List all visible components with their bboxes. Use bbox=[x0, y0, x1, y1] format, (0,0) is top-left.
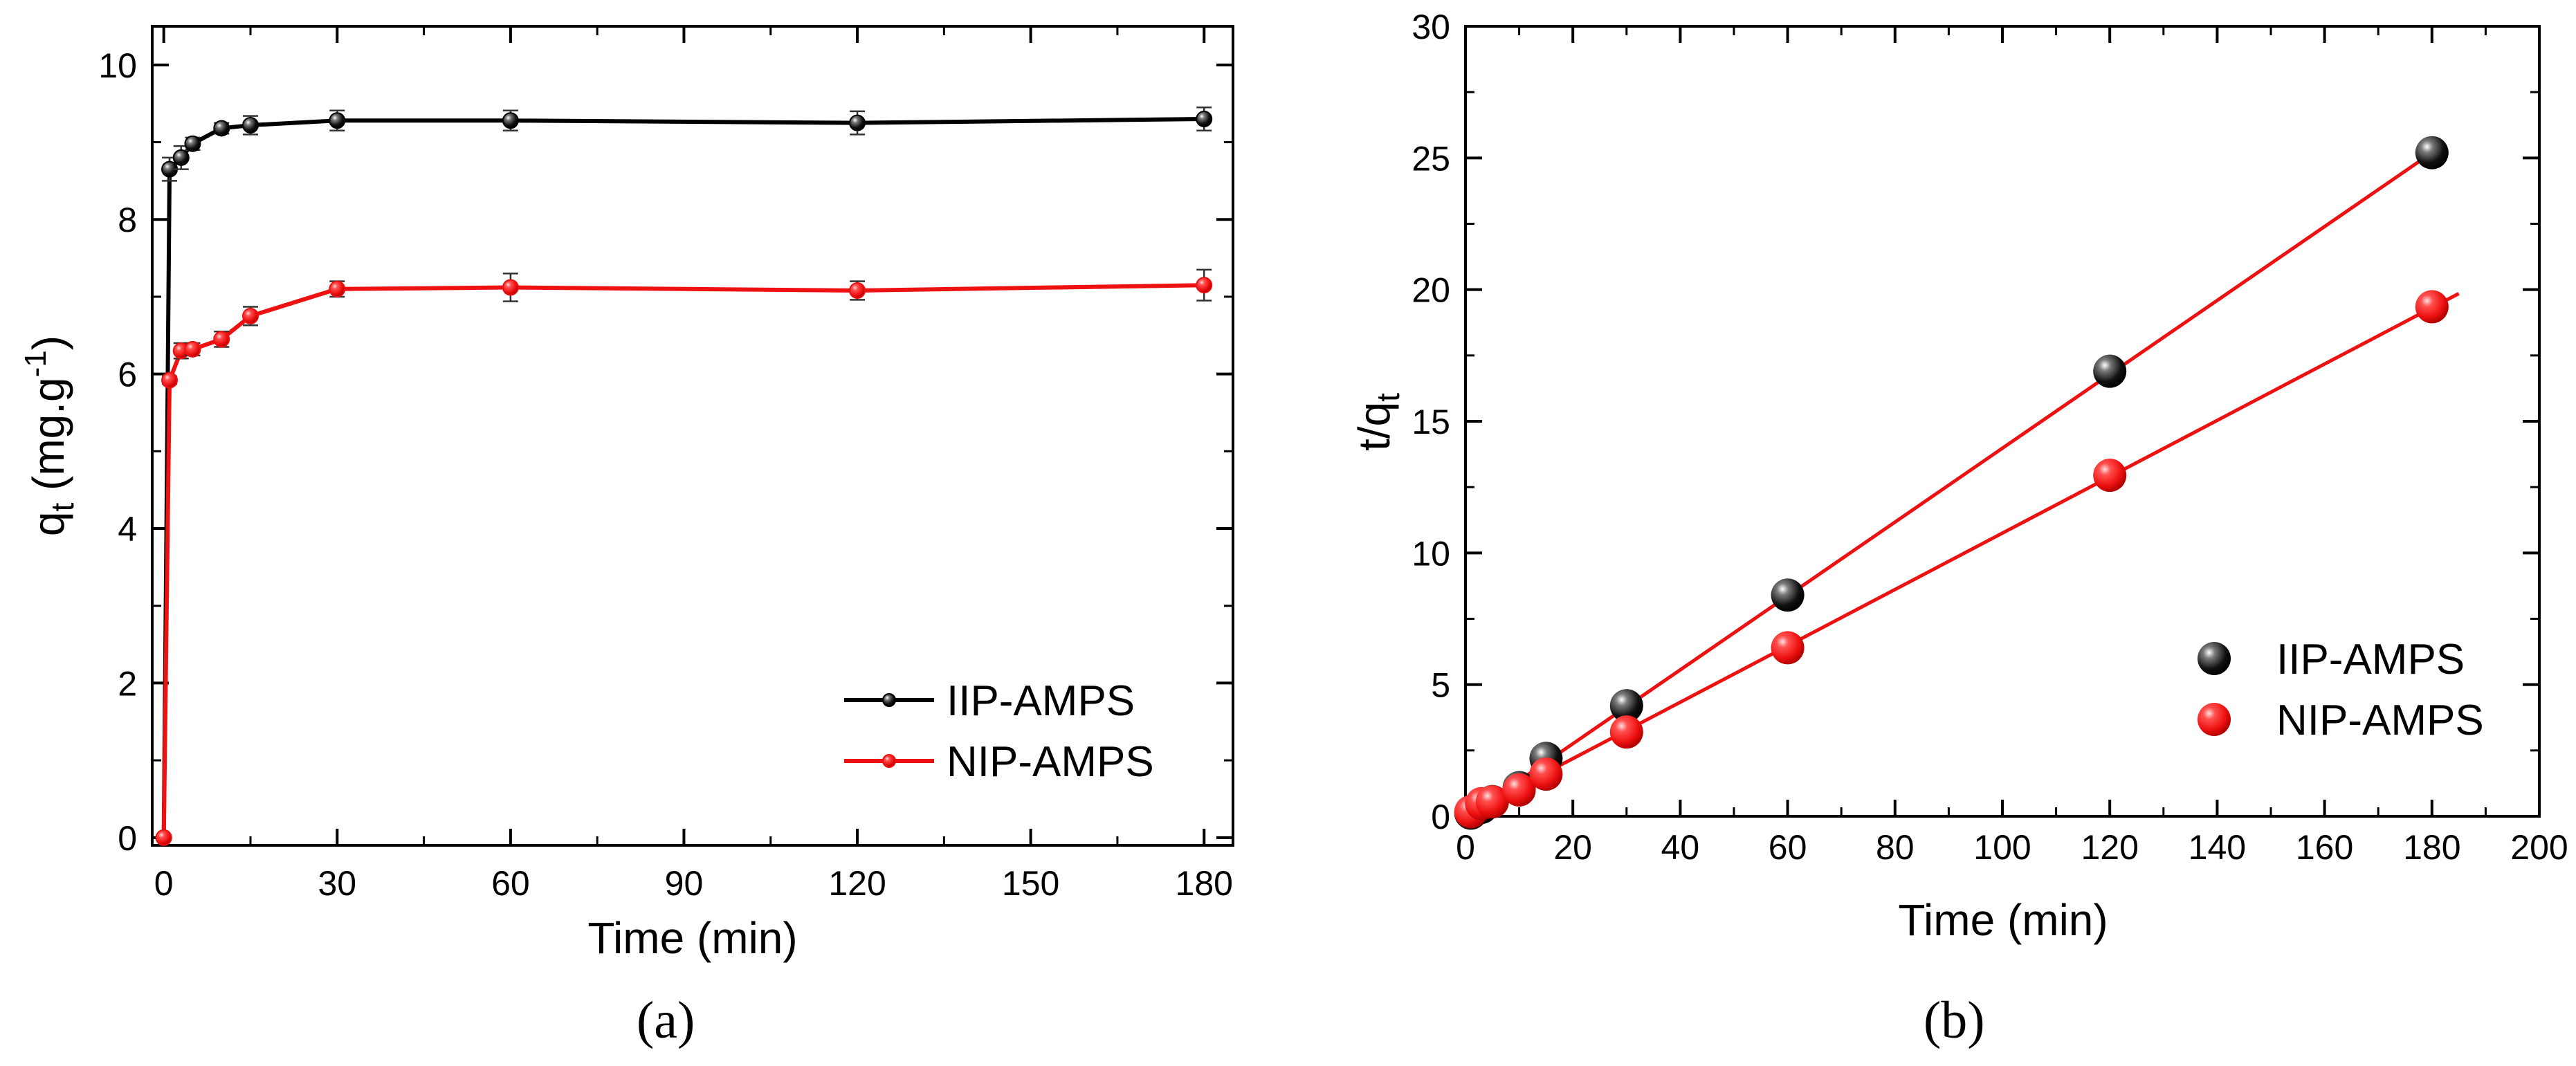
a-y-tick-label: 2 bbox=[118, 664, 137, 703]
chart-a-y-axis-label: qt (mg.g-1) bbox=[19, 336, 80, 536]
a-x-tick-label: 180 bbox=[1176, 864, 1233, 903]
legend-a-iip-label: IIP-AMPS bbox=[947, 677, 1135, 725]
chart-a-legend: IIP-AMPS NIP-AMPS bbox=[844, 677, 1154, 786]
a-data-point bbox=[155, 829, 172, 846]
b-data-point bbox=[1609, 689, 1643, 723]
a-x-tick-label: 30 bbox=[318, 864, 356, 903]
a-y-tick-label: 4 bbox=[118, 510, 137, 549]
b-data-point bbox=[2415, 290, 2449, 324]
b-data-point bbox=[2093, 354, 2127, 388]
a-data-point bbox=[184, 135, 201, 152]
b-x-tick-label: 60 bbox=[1769, 828, 1807, 867]
b-y-tick-label: 15 bbox=[1412, 403, 1450, 441]
a-data-point bbox=[849, 282, 866, 300]
a-y-tick-label: 10 bbox=[98, 46, 137, 85]
legend-b-iip-label: IIP-AMPS bbox=[2276, 636, 2465, 683]
b-y-tick-label: 5 bbox=[1431, 666, 1450, 705]
b-y-tick-label: 25 bbox=[1412, 139, 1450, 178]
a-x-tick-label: 90 bbox=[665, 864, 704, 903]
chart-a-series bbox=[155, 107, 1213, 846]
b-data-point bbox=[1502, 773, 1536, 807]
b-data-point bbox=[1771, 631, 1805, 665]
chart-a-x-axis-label: Time (min) bbox=[587, 913, 797, 963]
a-data-point bbox=[329, 280, 346, 297]
b-data-point bbox=[2093, 459, 2127, 493]
a-x-tick-label: 0 bbox=[154, 864, 174, 903]
b-x-tick-label: 120 bbox=[2081, 828, 2138, 867]
b-x-tick-label: 140 bbox=[2189, 828, 2246, 867]
b-y-tick-label: 0 bbox=[1431, 798, 1450, 836]
chart-b-ticks: 0 20 40 60 80 100 120 140 160 180 200 0 5 10 15 20 25 30 bbox=[1412, 8, 2568, 867]
a-x-tick-label: 120 bbox=[828, 864, 886, 903]
a-data-point bbox=[213, 120, 230, 137]
a-series-line bbox=[161, 283, 1205, 838]
b-y-tick-label: 10 bbox=[1412, 534, 1450, 573]
b-x-tick-label: 20 bbox=[1553, 828, 1592, 867]
a-data-point bbox=[242, 116, 259, 134]
chart-b-legend: IIP-AMPS NIP-AMPS bbox=[2198, 636, 2484, 744]
a-x-tick-label: 60 bbox=[491, 864, 530, 903]
a-data-point bbox=[172, 149, 190, 166]
b-data-point bbox=[1529, 757, 1563, 791]
b-y-tick-label: 30 bbox=[1412, 8, 1450, 46]
b-data-point bbox=[1475, 785, 1509, 819]
a-y-tick-label: 0 bbox=[118, 819, 137, 858]
chart-b-series bbox=[1454, 136, 2460, 830]
b-x-tick-label: 200 bbox=[2510, 828, 2568, 867]
a-data-point bbox=[242, 307, 259, 324]
chart-a-ticks: 0 30 60 90 120 150 180 0 2 4 6 8 10 bbox=[98, 26, 1233, 903]
legend-a-iip-marker bbox=[882, 693, 896, 707]
a-data-point bbox=[184, 340, 201, 358]
a-data-point bbox=[329, 112, 346, 129]
chart-b-panel-label: (b) bbox=[1924, 991, 1985, 1049]
a-data-point bbox=[161, 371, 179, 389]
a-data-point bbox=[1196, 277, 1213, 294]
b-x-tick-label: 40 bbox=[1661, 828, 1700, 867]
b-y-tick-label: 20 bbox=[1412, 271, 1450, 310]
chart-a: 0 30 60 90 120 150 180 0 2 4 6 8 10 Time (min) qt (m… bbox=[19, 25, 1234, 1049]
a-data-point bbox=[502, 112, 519, 129]
b-data-point bbox=[2415, 136, 2449, 169]
b-x-tick-label: 0 bbox=[1456, 828, 1475, 867]
b-x-tick-label: 80 bbox=[1876, 828, 1915, 867]
b-x-tick-label: 160 bbox=[2296, 828, 2353, 867]
legend-b-iip-marker bbox=[2198, 642, 2231, 675]
chart-a-frame bbox=[151, 25, 1234, 847]
b-data-point bbox=[1609, 715, 1643, 749]
legend-a-nip-marker bbox=[882, 754, 896, 768]
a-data-point bbox=[502, 279, 519, 296]
chart-a-panel-label: (a) bbox=[637, 991, 695, 1049]
chart-b-x-axis-label: Time (min) bbox=[1898, 895, 2108, 945]
b-data-point bbox=[1771, 578, 1805, 612]
chart-b-y-axis-label: t/qt bbox=[1349, 393, 1406, 451]
chart-b: 0 20 40 60 80 100 120 140 160 180 200051015202530 … bbox=[1349, 8, 2568, 1049]
b-x-tick-label: 100 bbox=[1973, 828, 2031, 867]
a-series-line bbox=[161, 117, 1205, 838]
a-y-tick-label: 8 bbox=[118, 201, 137, 239]
legend-b-nip-marker bbox=[2198, 703, 2231, 736]
legend-b-nip-label: NIP-AMPS bbox=[2276, 697, 2484, 744]
b-x-tick-label: 180 bbox=[2403, 828, 2460, 867]
a-x-tick-label: 150 bbox=[1002, 864, 1059, 903]
legend-a-nip-label: NIP-AMPS bbox=[947, 738, 1154, 786]
a-y-tick-label: 6 bbox=[118, 356, 137, 394]
a-data-point bbox=[1196, 111, 1213, 128]
a-data-point bbox=[849, 114, 866, 131]
a-data-point bbox=[213, 331, 230, 348]
